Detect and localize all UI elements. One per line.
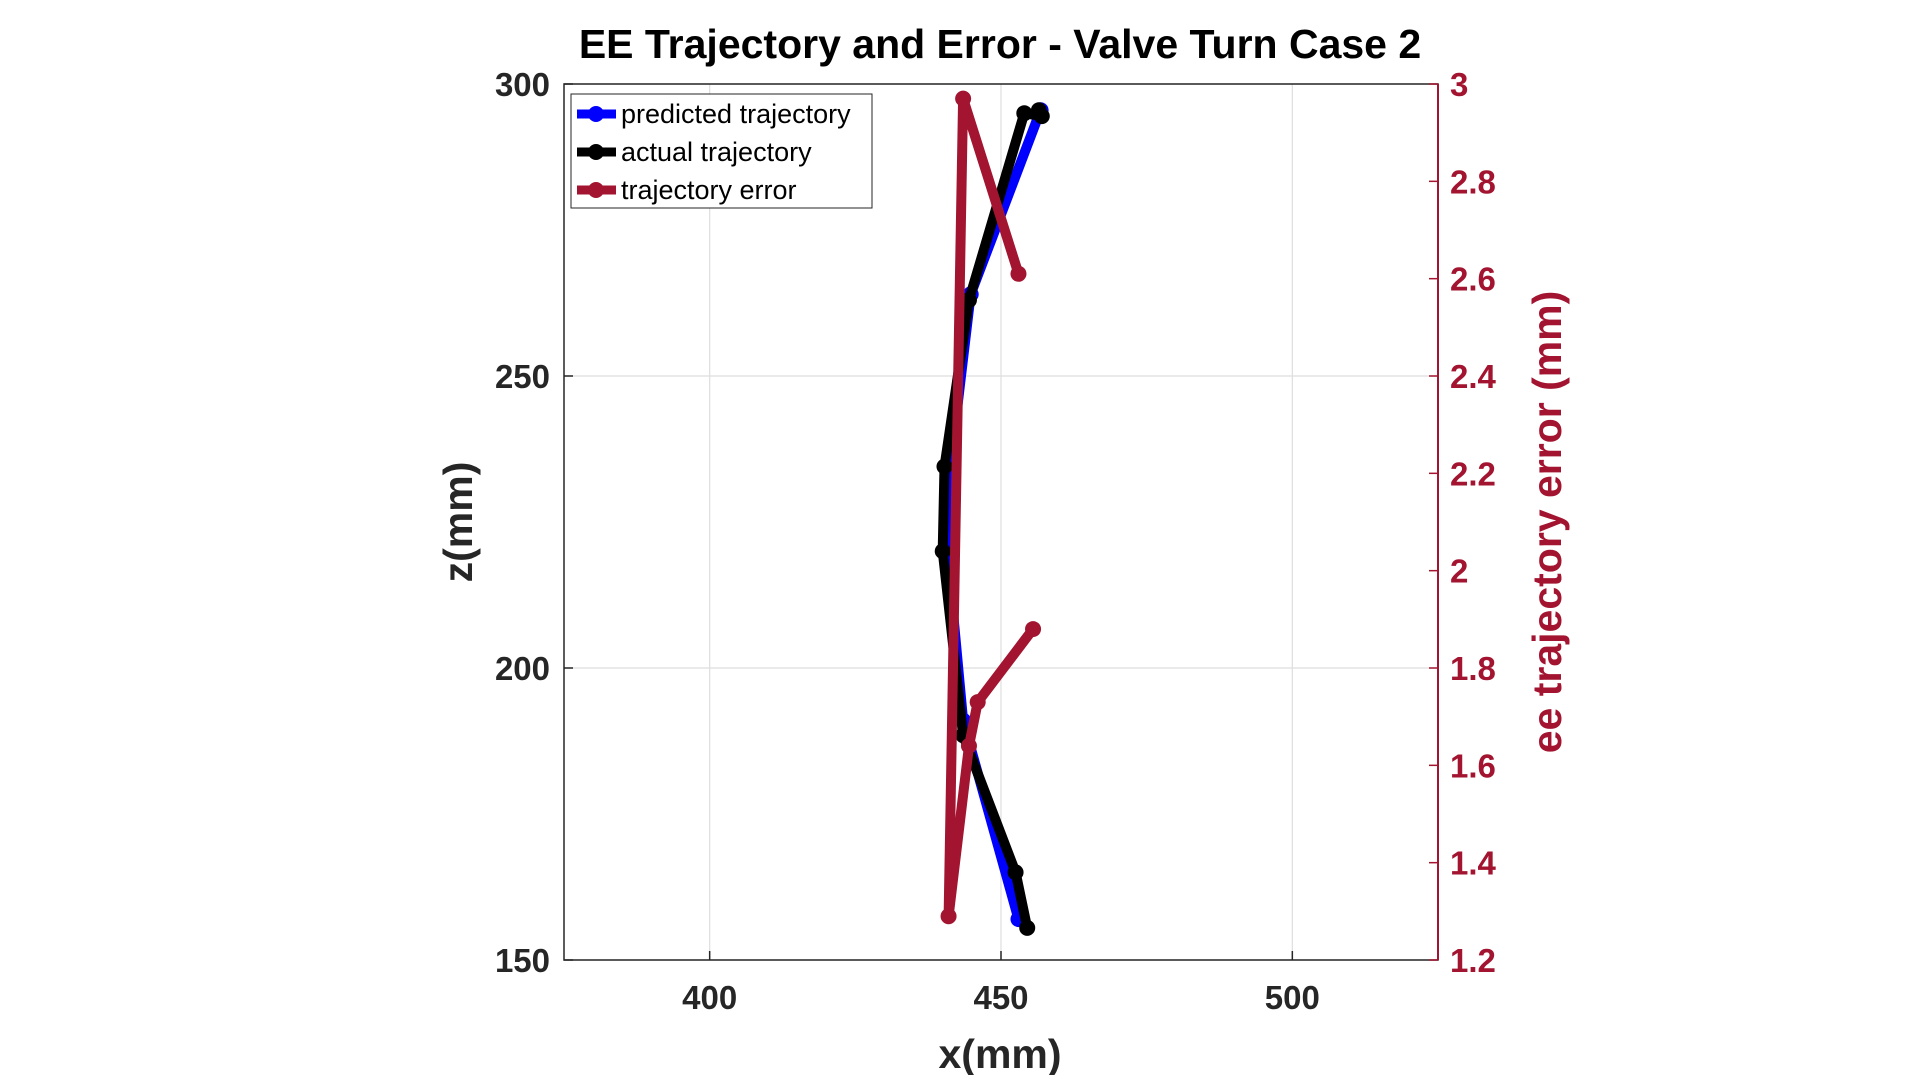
y-tick-label: 300 (495, 66, 550, 103)
y2-tick-label: 2 (1450, 553, 1468, 590)
trajectory-error-point (955, 90, 972, 107)
y2-tick-label: 1.8 (1450, 650, 1496, 687)
x-axis-label: x(mm) (938, 1031, 1061, 1075)
actual-trajectory-point (936, 458, 953, 475)
legend-label-predicted-trajectory: predicted trajectory (621, 99, 851, 129)
axis-ticks: 400 450 500 150 200 250 300 1.2 1.4 1.6 1.8 2 2.2 2.4… (495, 66, 1497, 1016)
actual-trajectory-point (1007, 864, 1024, 881)
y2-tick-label: 2.6 (1450, 261, 1496, 298)
legend: predicted trajectory actual trajectory tra… (570, 93, 873, 209)
legend-box (570, 93, 873, 209)
legend-marker-actual-trajectory (588, 144, 604, 160)
y2-tick-label: 1.2 (1450, 942, 1496, 979)
trajectory-error-point (1010, 265, 1027, 282)
y2-tick-label: 2.8 (1450, 163, 1496, 200)
x-tick-label: 500 (1265, 979, 1320, 1016)
actual-trajectory-point (1016, 105, 1033, 122)
trajectory-error-point (940, 908, 957, 925)
trajectory-error-line (943, 93, 1038, 922)
y2-tick-label: 3 (1450, 66, 1468, 103)
legend-label-trajectory-error: trajectory error (621, 175, 797, 205)
legend-marker-predicted-trajectory (588, 106, 604, 122)
y-tick-label: 250 (495, 358, 550, 395)
legend-marker-trajectory-error (588, 182, 604, 198)
legend-label-actual-trajectory: actual trajectory (621, 137, 812, 167)
chart-title: EE Trajectory and Error - Valve Turn Cas… (579, 21, 1421, 67)
trajectory-error-point (1025, 621, 1042, 638)
actual-trajectory-point (934, 543, 951, 560)
y2-tick-label: 1.4 (1450, 845, 1497, 882)
y2-axis-label: ee trajectory error (mm) (1524, 291, 1570, 754)
y-tick-label: 150 (495, 942, 550, 979)
trajectory-error-point (960, 737, 977, 754)
trajectory-error-point (969, 694, 986, 711)
x-tick-label: 400 (682, 979, 737, 1016)
series-layer (934, 90, 1050, 936)
legend-items: predicted trajectory actual trajectory tra… (577, 99, 851, 205)
y2-tick-label: 2.2 (1450, 455, 1496, 492)
x-tick-label: 450 (973, 979, 1028, 1016)
actual-trajectory-point (960, 292, 977, 309)
actual-trajectory-point (1030, 102, 1047, 119)
y2-tick-label: 2.4 (1450, 358, 1497, 395)
y2-tick-label: 1.6 (1450, 747, 1496, 784)
y-axis-label: z(mm) (435, 462, 481, 583)
actual-trajectory-point (1019, 919, 1036, 936)
y-tick-label: 200 (495, 650, 550, 687)
